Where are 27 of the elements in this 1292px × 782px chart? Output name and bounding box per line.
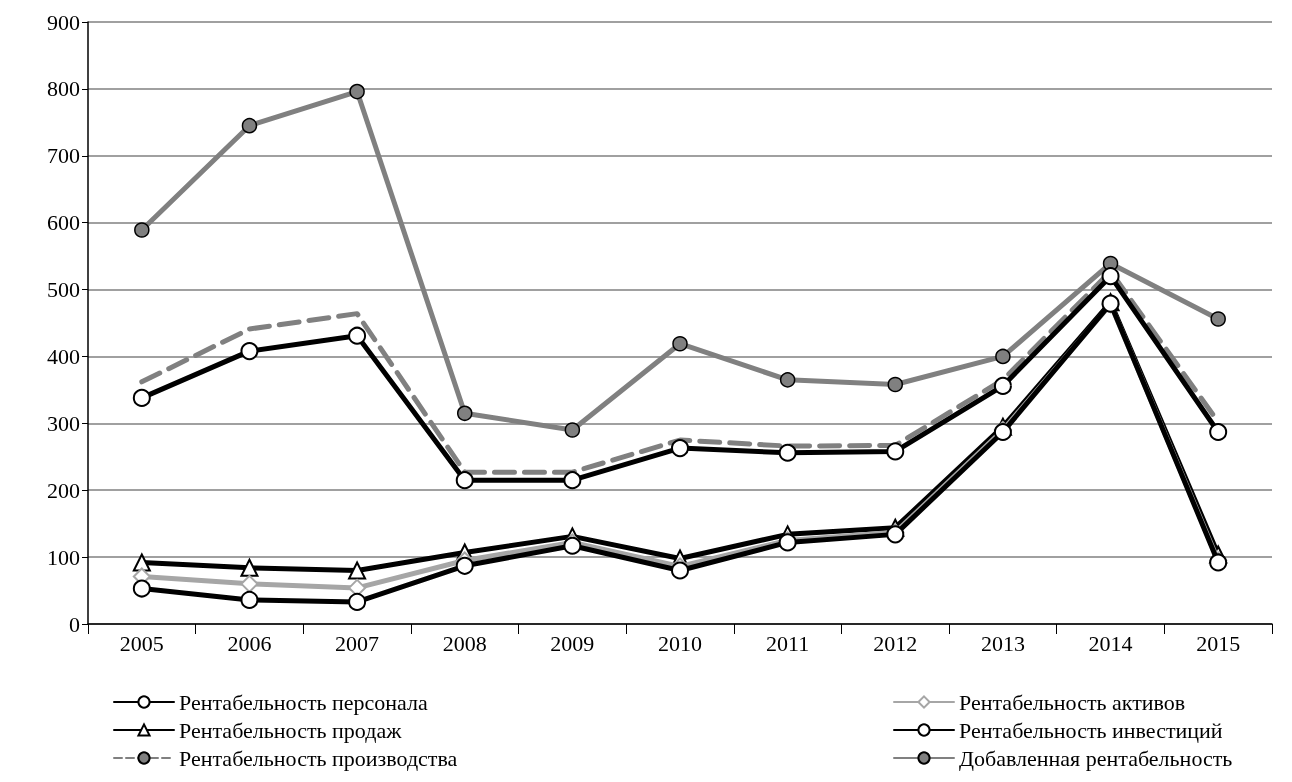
y-tick-label: 500 — [47, 277, 80, 303]
legend-label: Рентабельность продаж — [179, 717, 403, 743]
x-tick-label: 2013 — [980, 630, 1025, 656]
legend-label: Рентабельность персонала — [179, 689, 429, 715]
x-tick-label: 2014 — [1088, 630, 1133, 656]
y-tick-label: 400 — [47, 343, 80, 369]
x-tick-label: 2009 — [550, 630, 595, 656]
y-tick-label: 800 — [47, 76, 80, 102]
y-tick-label: 0 — [69, 611, 80, 637]
legend-label: Рентабельность активов — [959, 689, 1186, 715]
legend-label: Добавленная рентабельность — [959, 745, 1233, 771]
x-tick-label: 2010 — [658, 630, 702, 656]
x-tick-label: 2005 — [119, 630, 164, 656]
y-tick-label: 600 — [47, 210, 80, 236]
y-tick-label: 200 — [47, 477, 80, 503]
y-tick-label: 700 — [47, 143, 80, 169]
x-tick-label: 2007 — [335, 630, 380, 656]
y-tick-label: 100 — [47, 544, 80, 570]
legend-label: Рентабельность производства — [179, 745, 458, 771]
x-tick-label: 2012 — [873, 630, 918, 656]
x-tick-label: 2015 — [1196, 630, 1241, 656]
y-tick-label: 900 — [47, 9, 80, 35]
x-tick-label: 2011 — [766, 630, 810, 656]
legend-label: Рентабельность инвестиций — [959, 717, 1223, 743]
x-tick-label: 2006 — [227, 630, 272, 656]
y-tick-label: 300 — [47, 410, 80, 436]
x-tick-label: 2008 — [442, 630, 487, 656]
